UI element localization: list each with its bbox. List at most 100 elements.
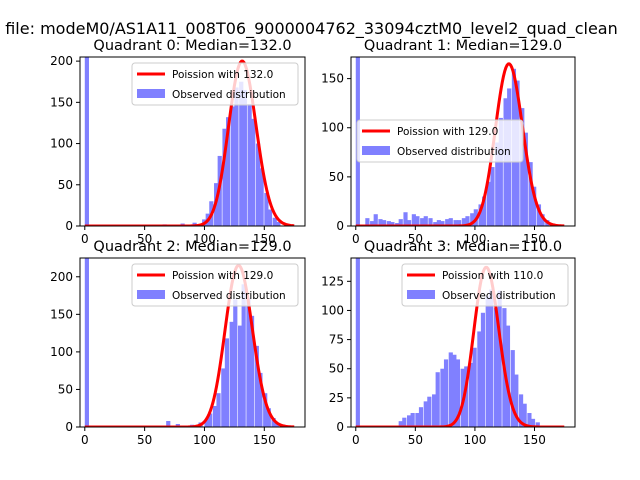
subplot-title: Quadrant 3: Median=110.0: [364, 239, 562, 255]
x-tick-label: 50: [137, 232, 152, 246]
histogram-bar: [233, 299, 238, 427]
histogram-bar: [370, 221, 375, 226]
histogram-bar: [464, 366, 469, 427]
histogram-bar: [468, 362, 474, 427]
histogram-bar: [536, 204, 542, 226]
legend-box: [401, 263, 569, 307]
histogram-bar: [428, 218, 433, 226]
legend-label-poisson: Poission with 129.0: [172, 270, 273, 282]
histogram-bar: [528, 162, 533, 226]
y-tick-label: 50: [58, 382, 73, 396]
legend-label-observed: Observed distribution: [397, 146, 511, 158]
legend: Poission with 110.0 Observed distribution: [401, 263, 569, 307]
histogram-bar: [514, 374, 519, 427]
histogram-bar: [489, 289, 494, 427]
legend-label-observed: Observed distribution: [172, 89, 286, 101]
histogram-bar: [465, 216, 470, 226]
y-tick-label: 150: [321, 72, 344, 86]
histogram-bar: [522, 403, 527, 427]
histogram-bar: [420, 218, 425, 226]
x-tick-label: 50: [408, 433, 423, 447]
x-tick-label: 50: [137, 433, 152, 447]
histogram-bar: [246, 297, 251, 427]
histogram-bar: [264, 193, 269, 226]
figure-title: n file: modeM0/AS1A11_008T06_9000004762_…: [0, 19, 618, 39]
y-tick-label: 25: [329, 391, 344, 405]
x-tick-label: 0: [81, 433, 89, 447]
histogram-bar: [239, 81, 244, 226]
histogram-bar: [480, 312, 486, 427]
histogram-bar: [461, 218, 466, 226]
histogram-bar: [470, 213, 475, 226]
histogram-bar: [242, 89, 247, 226]
axes-frame: [79, 257, 306, 428]
histogram-bar: [455, 359, 461, 427]
y-tick-label: 200: [50, 270, 73, 284]
histogram-bar: [440, 368, 445, 427]
x-tick-label: 0: [352, 232, 360, 246]
histogram-bar: [247, 103, 252, 226]
histogram-bar: [221, 368, 226, 427]
histogram-bar: [490, 167, 495, 226]
legend-box: [356, 119, 524, 163]
histogram-bar: [486, 181, 491, 226]
poisson-line: [355, 265, 565, 427]
histogram-bar: [423, 216, 428, 226]
axes-frame: [79, 56, 306, 227]
histogram-bar: [263, 393, 268, 427]
histogram-bar: [435, 372, 440, 427]
subplot-title: Quadrant 0: Median=132.0: [93, 38, 291, 54]
subplot-grid: 0 50 100 150 0 50 100 150 200 Quadrant 0: Median=…: [50, 38, 576, 447]
y-tick-label: 0: [65, 219, 73, 233]
y-tick-label: 75: [329, 333, 344, 347]
histogram-bar: [411, 214, 416, 226]
histogram-bar: [224, 338, 229, 427]
histogram-bar: [520, 108, 525, 226]
histogram-bar: [381, 220, 387, 226]
y-tick-label: 50: [58, 178, 73, 192]
histogram-bar: [415, 216, 420, 226]
legend-box: [131, 263, 299, 307]
y-tick-label: 0: [336, 420, 344, 434]
histogram-bar: [249, 315, 255, 427]
histogram-bar: [276, 221, 281, 226]
histogram-bar: [452, 354, 457, 427]
histogram-bar: [535, 422, 540, 427]
histogram-bar: [498, 117, 503, 226]
histogram-bar: [482, 196, 487, 226]
histogram-bar: [519, 394, 524, 427]
histogram-bar: [267, 209, 273, 226]
histogram-bar: [415, 413, 420, 427]
y-tick-label: 200: [50, 54, 73, 68]
histogram-bar: [208, 413, 213, 427]
histogram-bar: [510, 350, 515, 427]
y-tick-label: 150: [50, 95, 73, 109]
histogram-bar: [448, 352, 453, 427]
subplot-quadrant-2: 0 50 100 150 0 50 100 150 200 Quadrant 2: Median=…: [50, 239, 306, 447]
plot-area: [355, 258, 565, 427]
legend-label-poisson: Poission with 132.0: [172, 69, 273, 81]
y-tick-label: 0: [65, 420, 73, 434]
histogram-bar: [212, 405, 218, 427]
histogram-bar: [266, 408, 271, 427]
legend-label-observed: Observed distribution: [442, 290, 556, 302]
legend: Poission with 129.0 Observed distribution: [356, 119, 524, 163]
histogram-bar: [443, 359, 449, 427]
histogram-bar: [365, 218, 370, 226]
x-tick-label: 100: [463, 232, 486, 246]
x-tick-label: 150: [523, 232, 546, 246]
legend-box: [131, 62, 299, 106]
histogram-bar: [373, 214, 378, 226]
x-tick-label: 150: [253, 232, 276, 246]
histogram-bar: [402, 417, 407, 427]
subplot-quadrant-0: 0 50 100 150 0 50 100 150 200 Quadrant 0: Median=…: [50, 38, 306, 246]
histogram-bar: [398, 219, 403, 226]
histogram-bar: [237, 325, 243, 427]
histogram-bar: [540, 214, 545, 226]
legend-label-poisson: Poission with 110.0: [442, 270, 543, 282]
axes-frame: [350, 56, 576, 227]
x-tick-label: 150: [523, 433, 546, 447]
y-tick-label: 50: [329, 170, 344, 184]
histogram-bar: [398, 421, 403, 427]
